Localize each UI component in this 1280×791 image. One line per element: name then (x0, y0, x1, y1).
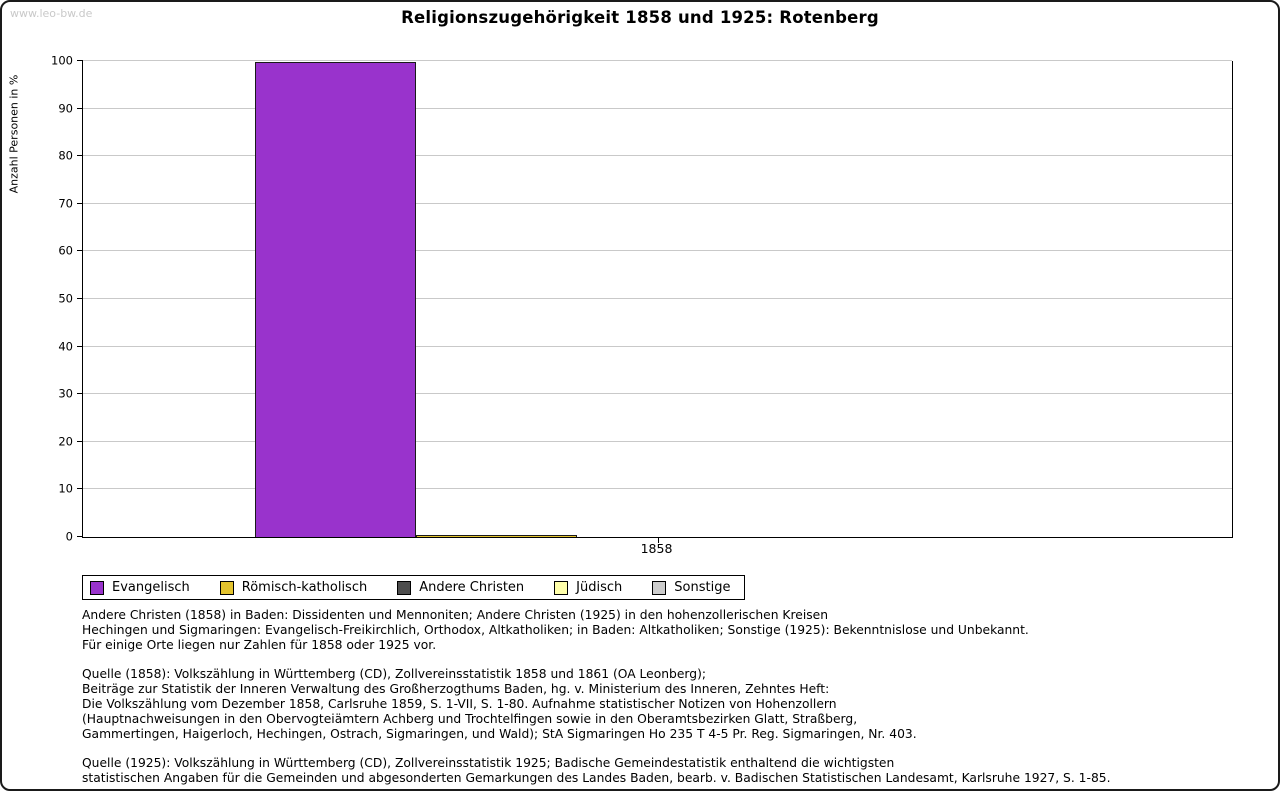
notes: Andere Christen (1858) in Baden: Disside… (82, 608, 1212, 786)
y-tick-label: 0 (65, 529, 73, 544)
x-axis-label: 1858 (640, 541, 673, 556)
y-tick-label: 20 (58, 434, 73, 449)
plot-area: 0 10 20 30 40 50 60 70 80 90 100 (51, 55, 1233, 543)
note-definitions: Andere Christen (1858) in Baden: Disside… (82, 608, 1029, 652)
y-tick-mark (77, 155, 83, 157)
legend-label: Römisch-katholisch (241, 580, 368, 595)
y-tick-mark (77, 298, 83, 299)
gridline (83, 440, 1232, 442)
legend-label: Andere Christen (419, 580, 525, 595)
legend: Evangelisch Römisch-katholisch Andere Chri… (82, 575, 746, 600)
y-tick-label: 30 (58, 386, 73, 401)
legend-item: Sonstige (652, 580, 730, 595)
legend-item: Jüdisch (554, 580, 622, 595)
legend-swatch (219, 580, 234, 595)
legend-label: Jüdisch (576, 580, 623, 595)
note-source-1925: Quelle (1925): Volkszählung in Württembe… (82, 756, 1111, 786)
legend-label: Evangelisch (112, 580, 190, 595)
y-tick-label: 60 (58, 243, 73, 258)
y-tick-label: 80 (58, 148, 73, 163)
legend-label: Sonstige (674, 580, 731, 595)
y-tick-label: 100 (51, 53, 73, 68)
x-tick-mark (657, 537, 659, 543)
chart-title: Religionszugehörigkeit 1858 und 1925: Ro… (401, 8, 879, 27)
gridline (83, 345, 1232, 347)
y-tick-mark (77, 202, 83, 204)
y-tick-mark (77, 536, 83, 537)
legend-item: Evangelisch (90, 580, 190, 595)
gridline (83, 393, 1232, 395)
y-tick-label: 70 (58, 196, 73, 211)
legend-item: Andere Christen (397, 580, 524, 595)
gridline (83, 155, 1232, 157)
y-tick-mark (77, 440, 83, 442)
gridline (83, 298, 1232, 299)
bar-evangelisch (255, 62, 417, 537)
gridline (83, 488, 1232, 490)
bar-r-misch-katholisch (416, 535, 578, 537)
gridline (83, 60, 1232, 61)
y-tick-mark (77, 488, 83, 490)
y-tick-mark (77, 107, 83, 109)
y-tick-label: 10 (58, 481, 73, 496)
gridline (83, 202, 1232, 204)
legend-swatch (554, 580, 569, 595)
y-axis-title: Anzahl Personen in % (7, 74, 21, 194)
legend-swatch (397, 580, 412, 595)
y-tick-mark (77, 393, 83, 395)
y-tick-mark (77, 60, 83, 61)
gridline (83, 250, 1232, 252)
y-tick-label: 50 (58, 291, 73, 306)
legend-swatch (90, 580, 104, 595)
watermark: www.leo-bw.de (10, 7, 93, 20)
note-source-1858: Quelle (1858): Volkszählung in Württembe… (82, 667, 917, 741)
legend-item: Römisch-katholisch (219, 580, 368, 595)
y-tick-label: 90 (58, 101, 73, 116)
y-tick-label: 40 (58, 339, 73, 354)
y-tick-mark (77, 345, 83, 347)
gridline (83, 107, 1232, 109)
y-tick-mark (77, 250, 83, 252)
legend-swatch (652, 580, 667, 595)
